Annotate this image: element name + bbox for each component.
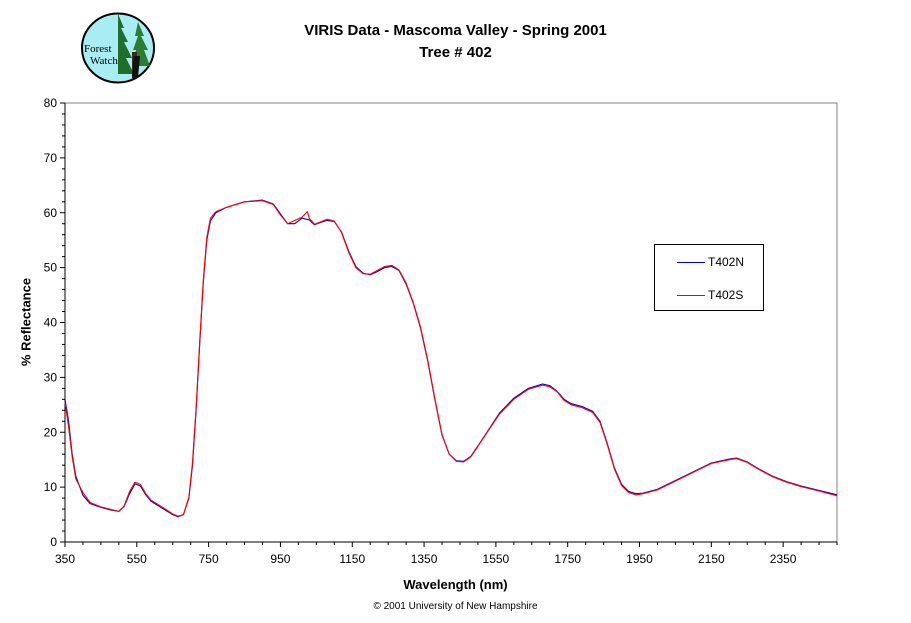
x-tick-label: 2150 <box>698 552 725 566</box>
y-tick-label: 30 <box>44 370 58 384</box>
x-tick-label: 550 <box>127 552 147 566</box>
series-line-t402s <box>64 200 838 517</box>
y-axis-label: % Reflectance <box>18 277 34 367</box>
x-axis-label: Wavelength (nm) <box>403 577 508 592</box>
legend-label-t402n: T402N <box>708 255 745 269</box>
x-tick-label: 1950 <box>626 552 653 566</box>
legend-swatch-t402s <box>677 295 705 296</box>
y-tick-label: 70 <box>44 151 58 165</box>
y-tick-label: 80 <box>44 96 58 110</box>
y-tick-label: 0 <box>50 535 57 549</box>
y-tick-label: 10 <box>44 480 58 494</box>
legend-label-t402s: T402S <box>708 288 744 302</box>
chart-subtitle: Tree # 402 <box>419 44 492 61</box>
chart-title: VIRIS Data - Mascoma Valley - Spring 200… <box>304 22 607 39</box>
plot-area <box>64 102 838 543</box>
logo-text-forest: Forest <box>84 43 112 55</box>
series-line-t402n <box>64 199 838 518</box>
forest-watch-logo: Forest Watch <box>81 12 155 84</box>
copyright-footer: © 2001 University of New Hampshire <box>373 601 538 612</box>
y-tick-label: 60 <box>44 206 58 220</box>
legend-swatch-t402n <box>677 262 705 263</box>
x-tick-label: 750 <box>199 552 219 566</box>
x-tick-label: 350 <box>55 552 75 566</box>
x-tick-label: 1550 <box>483 552 510 566</box>
x-tick-label: 950 <box>270 552 290 566</box>
axes: 0 10 20 30 40 50 60 70 80 350 550 750 950 1150 1350 155… <box>44 96 838 566</box>
y-tick-label: 40 <box>44 316 58 330</box>
x-tick-label: 1150 <box>339 552 365 566</box>
legend: T402N T402S <box>654 244 764 311</box>
x-tick-label: 2350 <box>770 552 797 566</box>
y-tick-label: 20 <box>44 425 58 439</box>
series-lines <box>64 199 838 518</box>
logo-text-watch: Watch <box>90 55 118 67</box>
x-tick-label: 1350 <box>411 552 438 566</box>
x-tick-label: 1750 <box>554 552 581 566</box>
y-tick-label: 50 <box>44 261 58 275</box>
